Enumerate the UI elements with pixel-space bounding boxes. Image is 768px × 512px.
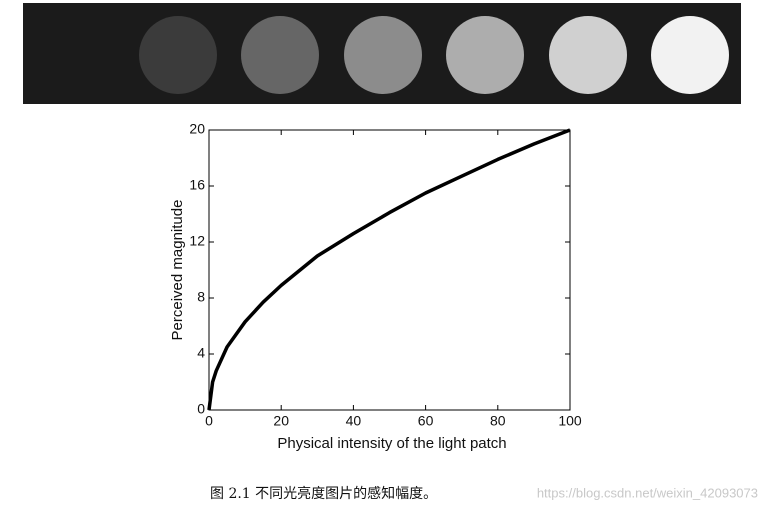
y-axis-label: Perceived magnitude [169,200,186,341]
y-tick-label: 12 [189,233,205,249]
caption: 图 2.1 不同光亮度图片的感知幅度。 [210,485,437,502]
y-tick-label: 0 [197,401,205,417]
y-tick-label: 8 [197,289,205,305]
y-tick-label: 16 [189,177,205,193]
patch [139,16,217,94]
x-tick-label: 40 [346,413,362,429]
line [207,128,571,411]
patch [241,16,319,94]
y-tick-label: 4 [197,345,205,361]
watermark: https://blog.csdn.net/weixin_42093073 [537,485,758,500]
patch [549,16,627,94]
x-tick-label: 100 [558,413,582,429]
patch [446,16,524,94]
x-axis-label: Physical intensity of the light patch [277,435,506,452]
y-tick-label: 20 [189,121,205,137]
plot-frame [208,129,571,411]
patch [651,16,729,94]
patch [344,16,422,94]
x-tick-label: 20 [273,413,289,429]
x-tick-label: 0 [205,413,213,429]
x-tick-label: 60 [418,413,434,429]
x-tick-label: 80 [490,413,506,429]
